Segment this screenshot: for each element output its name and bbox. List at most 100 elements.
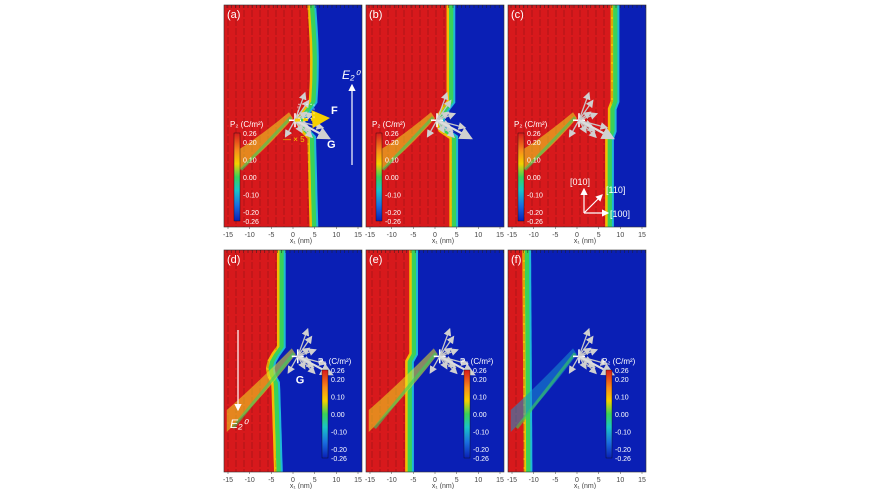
- x-tick-label: 10: [332, 477, 340, 484]
- inclined-domain-wall: [239, 116, 293, 171]
- force-vector: [436, 112, 457, 121]
- colorbar: [605, 369, 613, 459]
- panel-a: (a) G F — × 5 P₂ (C/m²) 0.26 0.20 0.10 0.00 -0.10…: [223, 4, 363, 245]
- x-tick-label: 5: [597, 232, 601, 239]
- x-tick-label: 5: [455, 232, 459, 239]
- colorbar-tick-label: -0.26: [615, 456, 631, 463]
- colorbar-tick-label: -0.26: [385, 219, 401, 226]
- force-vector: [436, 119, 445, 134]
- g-vector-label: G: [327, 139, 336, 151]
- polarization-vector-field: [508, 5, 613, 227]
- force-vector: [578, 335, 594, 357]
- polarization-vector-field: [366, 250, 412, 472]
- axis-label-100: [100]: [610, 209, 630, 219]
- x-tick-label: -10: [245, 232, 255, 239]
- colorbar-tick-label: -0.26: [243, 219, 259, 226]
- colorbar-tick-label: 0.26: [385, 131, 399, 138]
- force-vector: [578, 99, 594, 121]
- colorbar-tick-label: -0.20: [243, 210, 259, 217]
- inclined-domain-wall: [231, 352, 295, 429]
- colorbar-tick-label: 0.26: [527, 131, 541, 138]
- x-tick-label: 10: [474, 232, 482, 239]
- colorbar-tick-label: 0.00: [473, 412, 487, 419]
- panel-label: (e): [369, 254, 382, 266]
- force-vector: [578, 119, 597, 139]
- polarization-vector-field: [508, 250, 526, 472]
- colorbar-title: P₂ (C/m²): [602, 357, 636, 366]
- inclined-domain-wall: [523, 116, 577, 171]
- colorbar-tick-label: 0.10: [243, 157, 257, 164]
- x-tick-label: 5: [597, 477, 601, 484]
- inclined-domain-wall: [381, 116, 435, 171]
- x-tick-label: -5: [268, 232, 274, 239]
- x-axis-label: x₁ (nm): [290, 483, 312, 489]
- force-vector: [578, 348, 599, 357]
- colorbar-tick-label: 0.26: [615, 368, 629, 375]
- panel-e: (e) P₂ (C/m²) 0.26 0.20 0.10 0.00 -0.10 -0.20 -0…: [365, 249, 505, 489]
- colorbar-tick-label: -0.20: [527, 210, 543, 217]
- axis-label-110: [110]: [606, 185, 625, 195]
- colorbar-tick-label: -0.10: [473, 430, 489, 437]
- colorbar-tick-label: -0.10: [331, 430, 347, 437]
- colorbar-tick-label: 0.00: [615, 412, 629, 419]
- inclined-domain: [377, 112, 435, 174]
- inclined-domain: [510, 348, 577, 433]
- x-tick-label: -10: [387, 232, 397, 239]
- x-tick-label: 15: [354, 232, 362, 239]
- axis-110: [583, 194, 603, 214]
- f-force-arrow: [294, 110, 330, 129]
- g-vector-arrow: [578, 119, 615, 140]
- colorbar-title: P₂ (C/m²): [372, 120, 406, 129]
- x-tick-label: 5: [455, 477, 459, 484]
- x-tick-label: -15: [223, 477, 233, 484]
- wall-green-band: [524, 250, 531, 472]
- force-vector: [568, 119, 580, 138]
- panel-label: (f): [511, 254, 521, 266]
- x-tick-label: 0: [291, 232, 295, 239]
- colorbar-tick-label: -0.26: [473, 456, 489, 463]
- colorbar-tick-label: -0.26: [331, 456, 347, 463]
- field-label: E₂⁰: [230, 417, 250, 431]
- x-tick-label: -5: [268, 477, 274, 484]
- x-tick-label: 0: [291, 477, 295, 484]
- force-vector: [436, 99, 452, 121]
- colorbar-title: P₂ (C/m²): [514, 120, 548, 129]
- colorbar-tick-label: 0.10: [615, 394, 629, 401]
- force-vector: [578, 327, 591, 357]
- colorbar-title: P₂ (C/m²): [230, 120, 264, 129]
- panel-label: (b): [369, 9, 382, 21]
- force-vector: [297, 348, 317, 357]
- x-tick-label: -10: [387, 477, 397, 484]
- dashed-box: [297, 103, 315, 119]
- colorbar: [233, 132, 241, 222]
- force-vector: [568, 356, 580, 374]
- force-vector: [439, 355, 458, 375]
- wall-green-band: [406, 250, 416, 472]
- force-vector: [578, 112, 599, 121]
- x-tick-label: -15: [365, 477, 375, 484]
- x-axis-label: x₁ (nm): [574, 483, 596, 489]
- x-tick-label: 5: [313, 232, 317, 239]
- force-vector: [578, 356, 587, 370]
- x-tick-label: 10: [616, 477, 624, 484]
- x-tick-label: 10: [616, 232, 624, 239]
- force-vector: [294, 91, 307, 121]
- x-tick-label: 10: [332, 232, 340, 239]
- panel-d: (d) G P₂ (C/m²) 0.26 0.20 0.10 0.00 -0.10 -0.20 -…: [223, 249, 363, 489]
- colorbar-tick-label: -0.20: [331, 447, 347, 454]
- force-vector: [439, 356, 448, 370]
- wall-green-band: [606, 5, 618, 227]
- force-vector: [297, 335, 313, 357]
- x-tick-label: 10: [474, 477, 482, 484]
- inclined-domain-wall: [373, 352, 437, 429]
- colorbar-tick-label: 0.10: [473, 394, 487, 401]
- colorbar: [463, 369, 471, 459]
- force-vector: [439, 348, 459, 357]
- g-vector-arrow: [436, 119, 473, 140]
- x-tick-label: 15: [496, 477, 504, 484]
- wall-green-band: [267, 250, 284, 473]
- panel-f: (f) P₂ (C/m²) 0.26 0.20 0.10 0.00 -0.10 -0.20 -0…: [507, 249, 647, 489]
- x-axis-label: x₁ (nm): [432, 238, 454, 245]
- force-vector: [426, 119, 438, 138]
